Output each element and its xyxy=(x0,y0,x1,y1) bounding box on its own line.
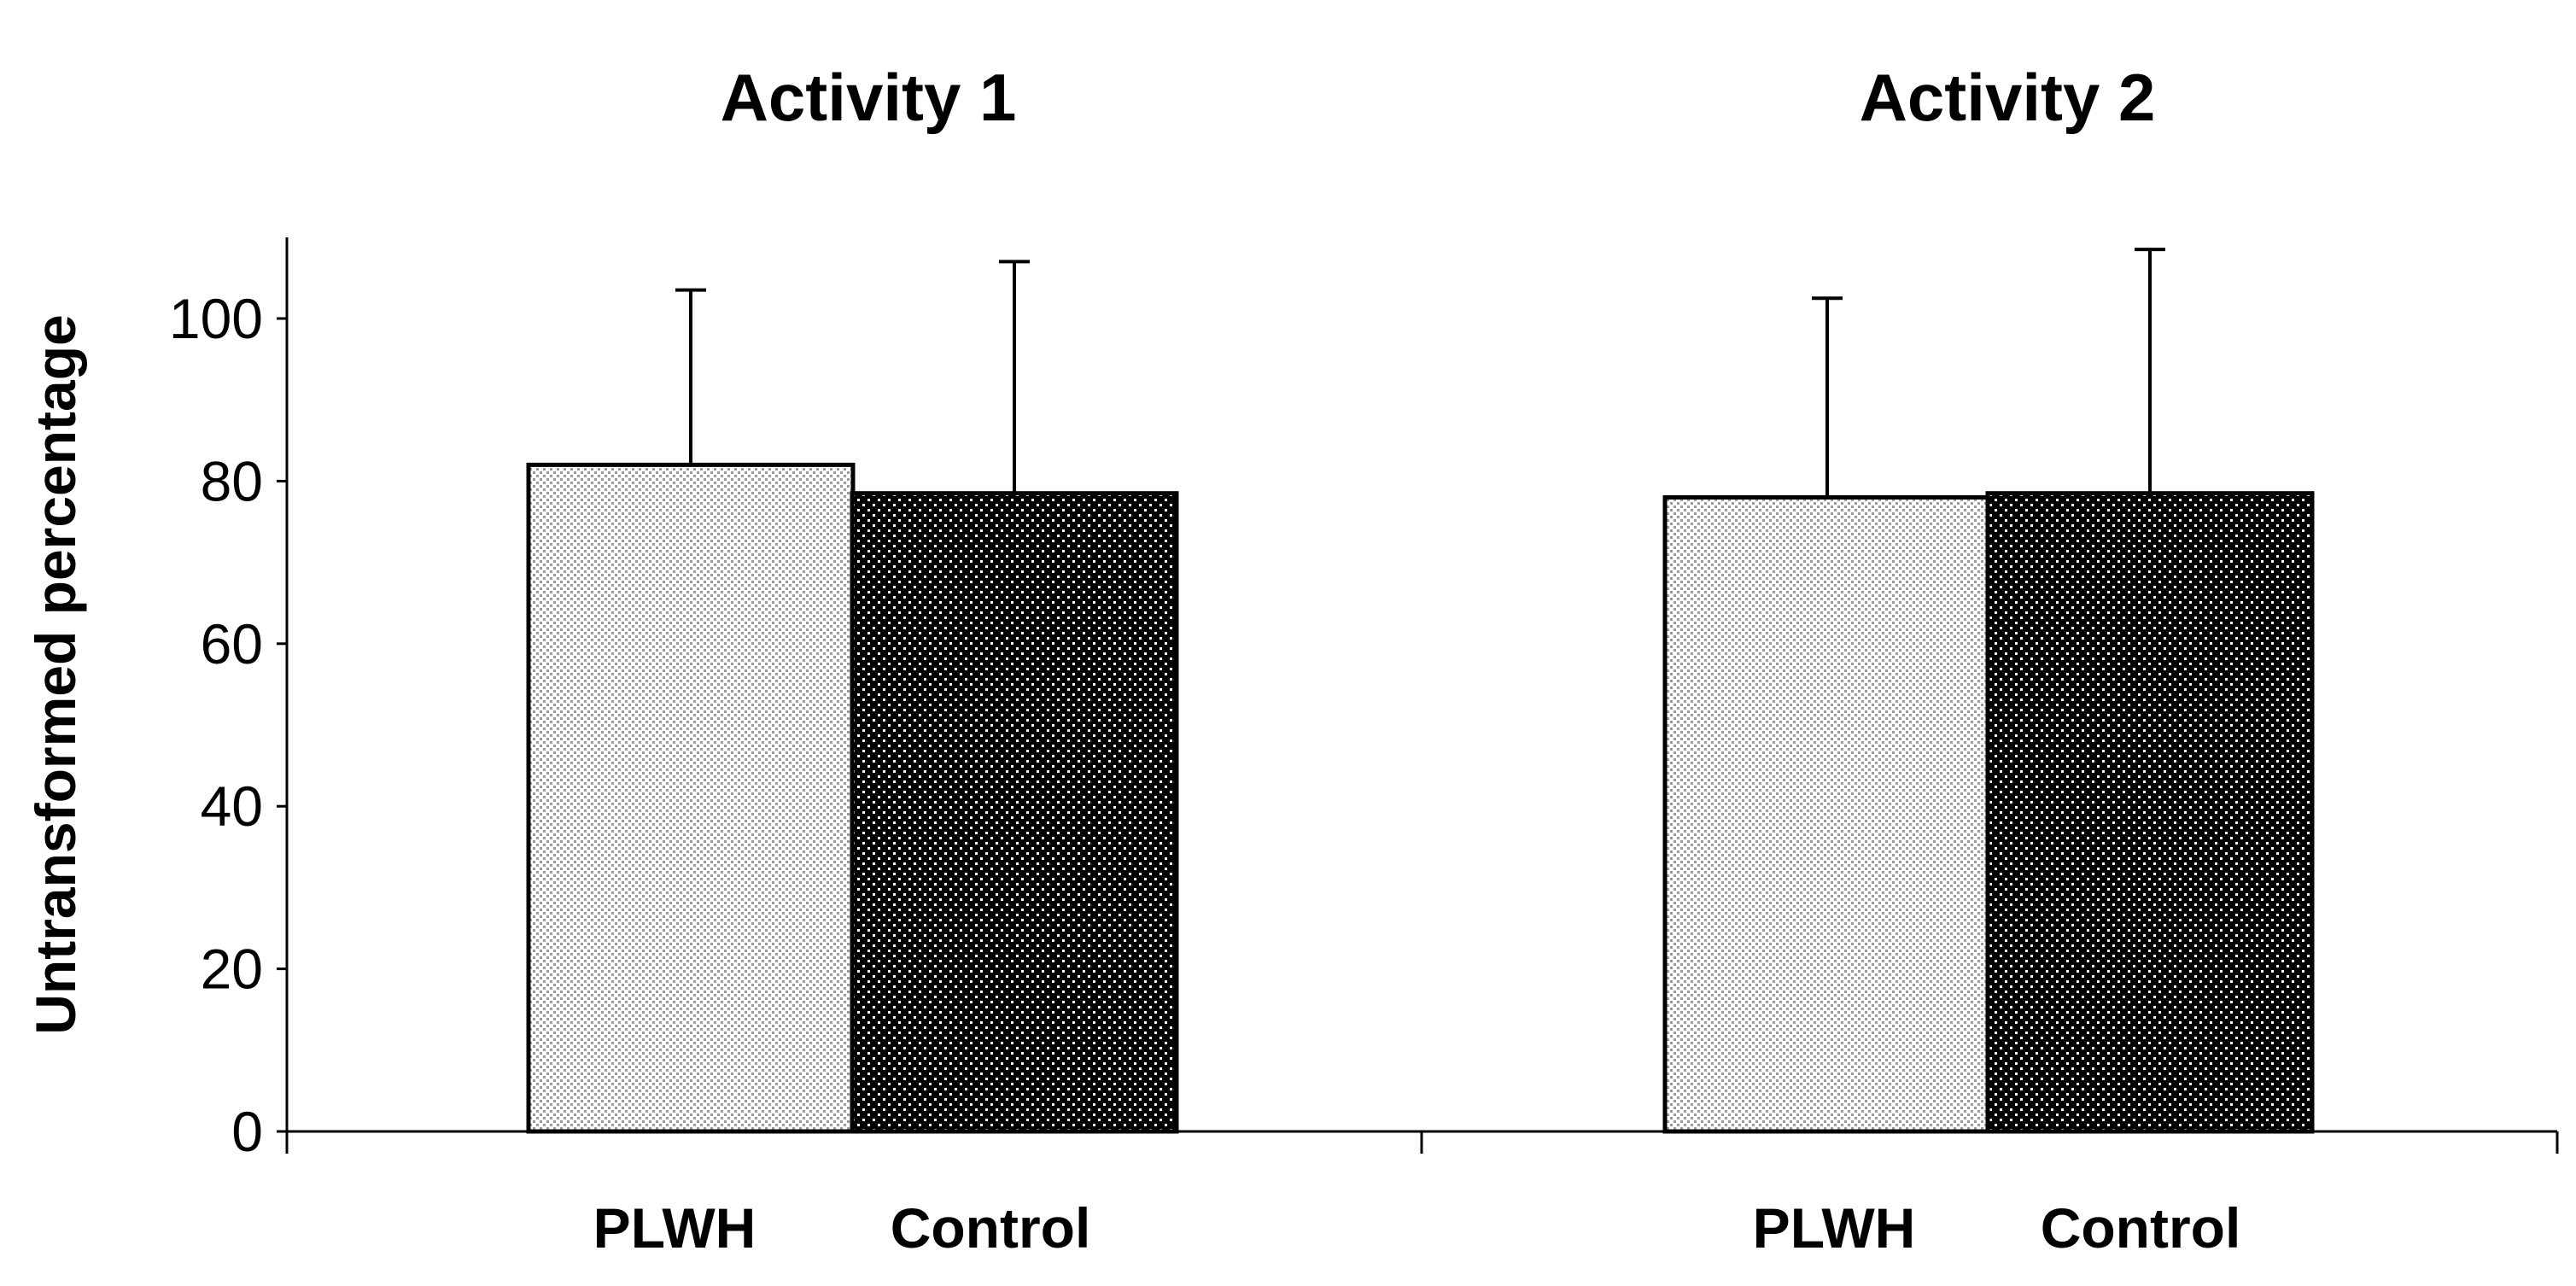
y-tick-label: 100 xyxy=(169,287,263,350)
error-bars xyxy=(675,248,2165,498)
category-label-control: Control xyxy=(891,1196,1091,1260)
bar-activity-1-control xyxy=(850,491,1179,1134)
y-tick-label: 80 xyxy=(201,449,263,512)
group-titles: Activity 1 Activity 2 xyxy=(721,60,2156,135)
bar-activity-2-plwh xyxy=(1662,494,1992,1134)
y-tick-label: 20 xyxy=(201,938,263,1001)
y-tick-label: 60 xyxy=(201,612,263,675)
y-tick-label: 0 xyxy=(231,1100,263,1163)
y-axis-title: Untransformed percentage xyxy=(24,314,87,1035)
y-axis-ticks: 0 20 40 60 80 100 xyxy=(169,287,287,1163)
bar-activity-1-plwh xyxy=(526,462,856,1134)
category-label-plwh: PLWH xyxy=(1753,1196,1916,1260)
bars xyxy=(526,462,2315,1134)
y-tick-label: 40 xyxy=(201,775,263,838)
axes xyxy=(285,237,2559,1154)
category-labels: PLWH Control PLWH Control xyxy=(593,1196,2241,1260)
category-label-control: Control xyxy=(2041,1196,2241,1260)
group-title-activity-2: Activity 2 xyxy=(1860,60,2156,135)
category-label-plwh: PLWH xyxy=(593,1196,756,1260)
group-title-activity-1: Activity 1 xyxy=(721,60,1017,135)
bar-activity-2-control xyxy=(1985,491,2315,1134)
